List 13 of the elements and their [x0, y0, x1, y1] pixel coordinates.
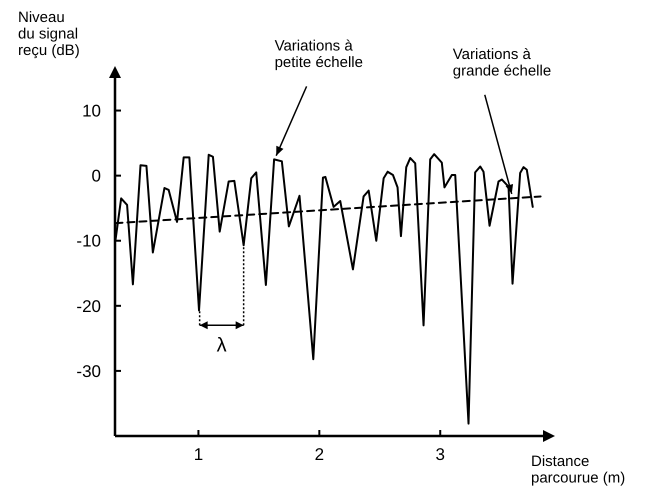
x-axis-title: Distance parcourue (m)	[531, 453, 626, 486]
x-tick-label: 2	[314, 445, 324, 464]
y-tick-label: -30	[76, 362, 101, 381]
y-tick-label: 10	[82, 102, 101, 121]
y-tick-label: -10	[76, 232, 101, 251]
x-tick-label: 3	[435, 445, 445, 464]
y-tick-label: 0	[92, 166, 101, 186]
annotation: Variations à grande échelle	[452, 46, 552, 80]
y-axis-title: Niveau du signal reçu (dB)	[18, 9, 80, 59]
annotation: Variations à petite échelle	[274, 37, 363, 71]
y-tick-label: -20	[76, 296, 101, 316]
annotation: λ	[216, 334, 227, 356]
x-tick-label: 1	[194, 445, 204, 464]
